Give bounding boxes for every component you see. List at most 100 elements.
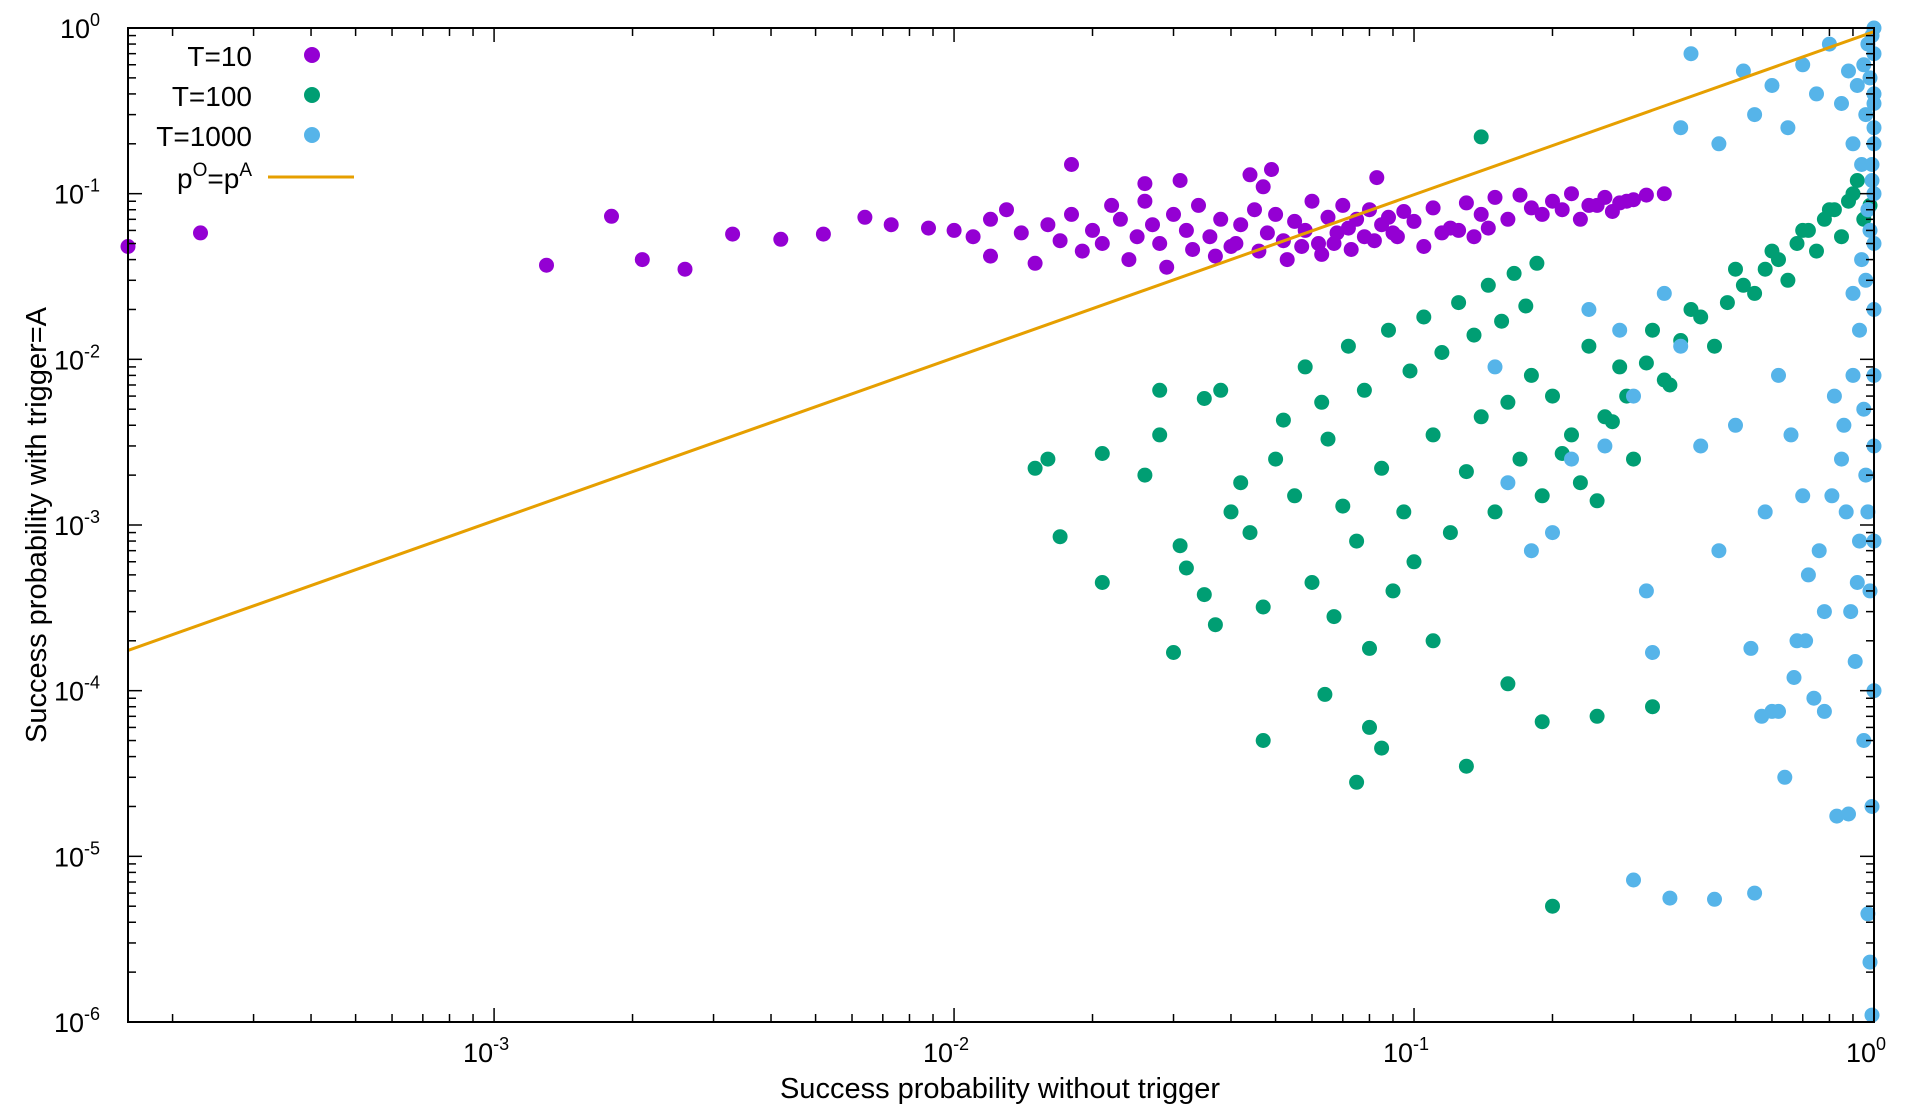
data-point bbox=[1816, 604, 1832, 620]
data-point bbox=[1604, 204, 1620, 219]
data-point bbox=[1166, 645, 1181, 660]
data-point bbox=[1856, 401, 1872, 417]
data-point bbox=[1094, 575, 1110, 590]
data-point bbox=[1416, 309, 1432, 325]
data-point bbox=[1858, 107, 1874, 123]
data-point bbox=[1178, 560, 1194, 576]
data-point bbox=[1843, 604, 1859, 620]
data-point bbox=[1458, 195, 1474, 211]
data-point bbox=[1500, 475, 1516, 491]
data-point bbox=[1545, 898, 1560, 914]
data-point bbox=[1402, 363, 1418, 379]
data-point bbox=[1626, 451, 1641, 467]
data-point bbox=[1864, 173, 1880, 188]
data-point bbox=[677, 261, 693, 277]
data-point bbox=[1052, 529, 1068, 545]
data-point bbox=[1500, 394, 1516, 410]
data-point bbox=[1845, 136, 1861, 152]
data-point bbox=[1728, 417, 1743, 433]
data-point bbox=[773, 231, 789, 247]
data-point bbox=[1860, 504, 1876, 520]
data-point bbox=[1834, 229, 1849, 245]
data-point bbox=[1500, 676, 1516, 692]
data-point bbox=[1242, 525, 1258, 541]
data-point bbox=[1207, 248, 1223, 264]
data-point bbox=[1425, 427, 1441, 443]
data-point bbox=[983, 248, 998, 264]
data-point bbox=[1673, 338, 1689, 354]
data-point bbox=[1366, 233, 1382, 249]
data-point bbox=[1287, 488, 1303, 504]
data-point bbox=[1213, 211, 1229, 227]
data-point bbox=[1572, 211, 1588, 227]
legend-marker-t10 bbox=[304, 47, 320, 63]
data-point bbox=[1425, 200, 1441, 216]
data-point bbox=[1597, 438, 1613, 454]
data-point bbox=[1166, 206, 1181, 222]
data-point bbox=[1314, 394, 1330, 410]
data-point bbox=[1811, 543, 1827, 559]
data-point bbox=[1809, 86, 1824, 102]
data-point bbox=[1849, 173, 1865, 188]
data-point bbox=[1434, 225, 1450, 241]
data-points bbox=[120, 20, 1882, 1023]
data-point bbox=[1800, 567, 1816, 583]
data-point bbox=[1728, 261, 1743, 277]
data-point bbox=[1317, 686, 1333, 702]
data-point bbox=[193, 225, 208, 241]
data-point bbox=[1564, 427, 1579, 443]
data-point bbox=[1777, 769, 1793, 785]
data-point bbox=[1638, 355, 1654, 371]
data-point bbox=[1512, 451, 1528, 467]
data-point bbox=[1795, 488, 1811, 504]
data-point bbox=[1854, 157, 1870, 172]
data-point bbox=[1326, 236, 1342, 251]
y-tick-label: 10-6 bbox=[54, 1004, 100, 1038]
data-point bbox=[1638, 583, 1654, 599]
data-point bbox=[1771, 367, 1786, 383]
data-point bbox=[946, 222, 962, 238]
data-point bbox=[1340, 338, 1356, 354]
data-point bbox=[815, 226, 831, 242]
data-point bbox=[1612, 322, 1628, 338]
data-point bbox=[1626, 388, 1641, 404]
data-point bbox=[1442, 525, 1458, 541]
data-point bbox=[1172, 173, 1188, 188]
data-point bbox=[1255, 733, 1271, 748]
data-point bbox=[1233, 217, 1249, 233]
data-point bbox=[921, 220, 936, 236]
data-point bbox=[1027, 460, 1043, 476]
data-point bbox=[1287, 213, 1303, 229]
data-point bbox=[1494, 313, 1510, 329]
data-point bbox=[1094, 446, 1110, 461]
data-point bbox=[1196, 391, 1212, 406]
data-point bbox=[1320, 209, 1336, 225]
data-point bbox=[1826, 388, 1842, 404]
data-point bbox=[1275, 412, 1291, 428]
data-point bbox=[1369, 170, 1385, 186]
data-point bbox=[1719, 295, 1735, 311]
x-tick-label: 100 bbox=[1846, 1034, 1886, 1068]
data-point bbox=[1255, 599, 1271, 615]
data-point bbox=[1764, 703, 1780, 719]
axis-ticks bbox=[128, 27, 1875, 1023]
data-point bbox=[1529, 255, 1545, 271]
data-point bbox=[1172, 538, 1188, 554]
data-point bbox=[1416, 239, 1432, 254]
data-point bbox=[1795, 57, 1811, 73]
data-point bbox=[1064, 206, 1079, 222]
data-point bbox=[1824, 488, 1840, 504]
y-axis-title: Success probability with trigger=A bbox=[21, 306, 53, 743]
data-point bbox=[1845, 285, 1861, 301]
data-point bbox=[1506, 265, 1522, 281]
data-point bbox=[1185, 242, 1201, 257]
data-point bbox=[1572, 475, 1588, 491]
data-point bbox=[1027, 255, 1043, 271]
axis-tick-labels: 10-3 10-2 10-1 100 100 10-1 10-2 10-3 10-4 10-5 10… bbox=[54, 10, 1886, 1068]
data-point bbox=[1040, 217, 1056, 233]
data-point bbox=[539, 257, 554, 273]
data-point bbox=[1207, 617, 1223, 633]
legend-label-reference: pO=pA bbox=[177, 160, 252, 194]
data-point bbox=[1259, 225, 1275, 241]
data-point bbox=[1473, 129, 1489, 145]
